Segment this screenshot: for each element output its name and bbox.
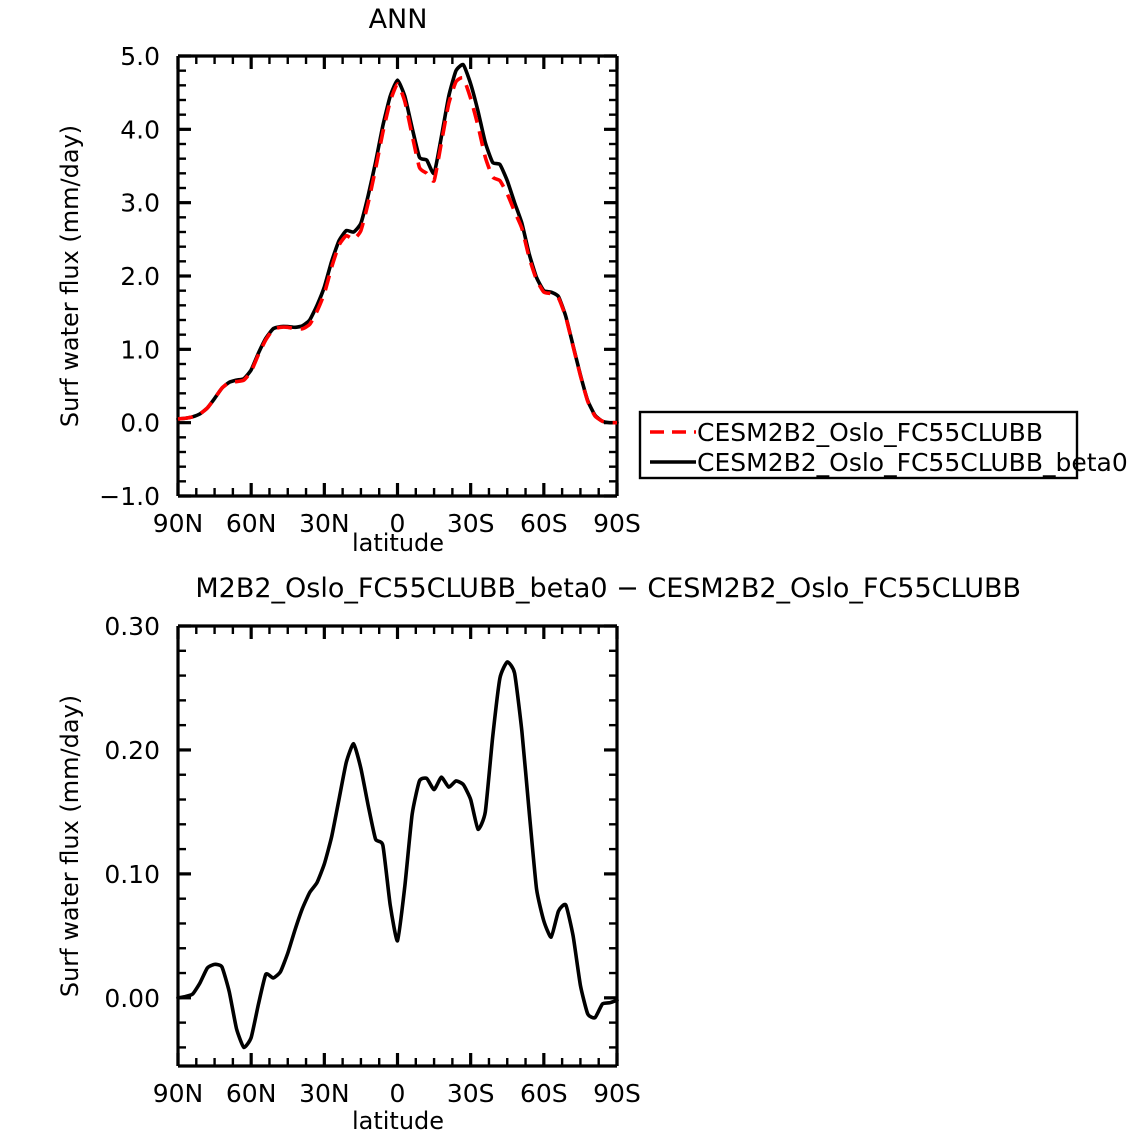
x-tick-label: 60S	[520, 509, 568, 538]
x-tick-label: 0	[390, 1079, 406, 1108]
top-panel-tick-labels: 90N 60N 30N 0 30S 60S 90S −1.0 0.0 1.0 2.0 3.0 4.0 5.…	[99, 42, 641, 538]
bottom-panel-axes	[176, 624, 619, 1068]
y-tick-label: 0.0	[120, 409, 160, 438]
bottom-panel-xlabel: latitude	[352, 1107, 444, 1135]
y-tick-label: 0.20	[104, 736, 160, 765]
top-panel-title: ANN	[369, 4, 428, 35]
y-tick-label: −1.0	[99, 482, 160, 511]
x-tick-label: 60N	[226, 509, 277, 538]
x-tick-label: 90N	[153, 509, 204, 538]
x-tick-label: 0	[390, 509, 406, 538]
data-series-line	[176, 660, 619, 1050]
bottom-panel-title: M2B2_Oslo_FC55CLUBB_beta0 − CESM2B2_Oslo…	[195, 573, 1021, 604]
x-tick-label: 60N	[226, 1079, 277, 1108]
bottom-panel: M2B2_Oslo_FC55CLUBB_beta0 − CESM2B2_Oslo…	[56, 573, 1021, 1135]
y-tick-label: 3.0	[120, 189, 160, 218]
top-panel-ylabel: Surf water flux (mm/day)	[56, 125, 84, 427]
x-tick-label: 60S	[520, 1079, 568, 1108]
x-tick-label: 30S	[447, 1079, 495, 1108]
top-panel-xlabel: latitude	[352, 529, 444, 557]
y-tick-label: 1.0	[120, 335, 160, 364]
legend-label-0: CESM2B2_Oslo_FC55CLUBB	[697, 418, 1043, 447]
y-tick-label: 4.0	[120, 115, 160, 144]
bottom-panel-series	[176, 660, 619, 1050]
x-tick-label: 90S	[593, 1079, 641, 1108]
y-tick-label: 0.30	[104, 612, 160, 641]
x-tick-label: 30N	[299, 1079, 350, 1108]
y-tick-label: 2.0	[120, 262, 160, 291]
x-tick-label: 30S	[447, 509, 495, 538]
x-tick-label: 30N	[299, 509, 350, 538]
bottom-panel-ylabel: Surf water flux (mm/day)	[56, 695, 84, 997]
legend-border	[638, 410, 1079, 480]
top-panel: ANN 90N 60N 30N 0 30S 60S 90S −1.0 0.0 1.0 2.0 3.0 4…	[56, 4, 641, 557]
x-tick-label: 90N	[153, 1079, 204, 1108]
x-tick-label: 90S	[593, 509, 641, 538]
bottom-panel-tick-labels: 90N 60N 30N 0 30S 60S 90S 0.00 0.10 0.20 0.30	[104, 612, 641, 1108]
legend: CESM2B2_Oslo_FC55CLUBB CESM2B2_Oslo_FC55…	[638, 410, 1128, 480]
legend-label-1: CESM2B2_Oslo_FC55CLUBB_beta0	[697, 448, 1128, 477]
data-series-line	[177, 75, 618, 425]
top-panel-series	[176, 62, 619, 425]
y-tick-label: 0.00	[104, 984, 160, 1013]
y-tick-label: 5.0	[120, 42, 160, 71]
y-tick-label: 0.10	[104, 860, 160, 889]
